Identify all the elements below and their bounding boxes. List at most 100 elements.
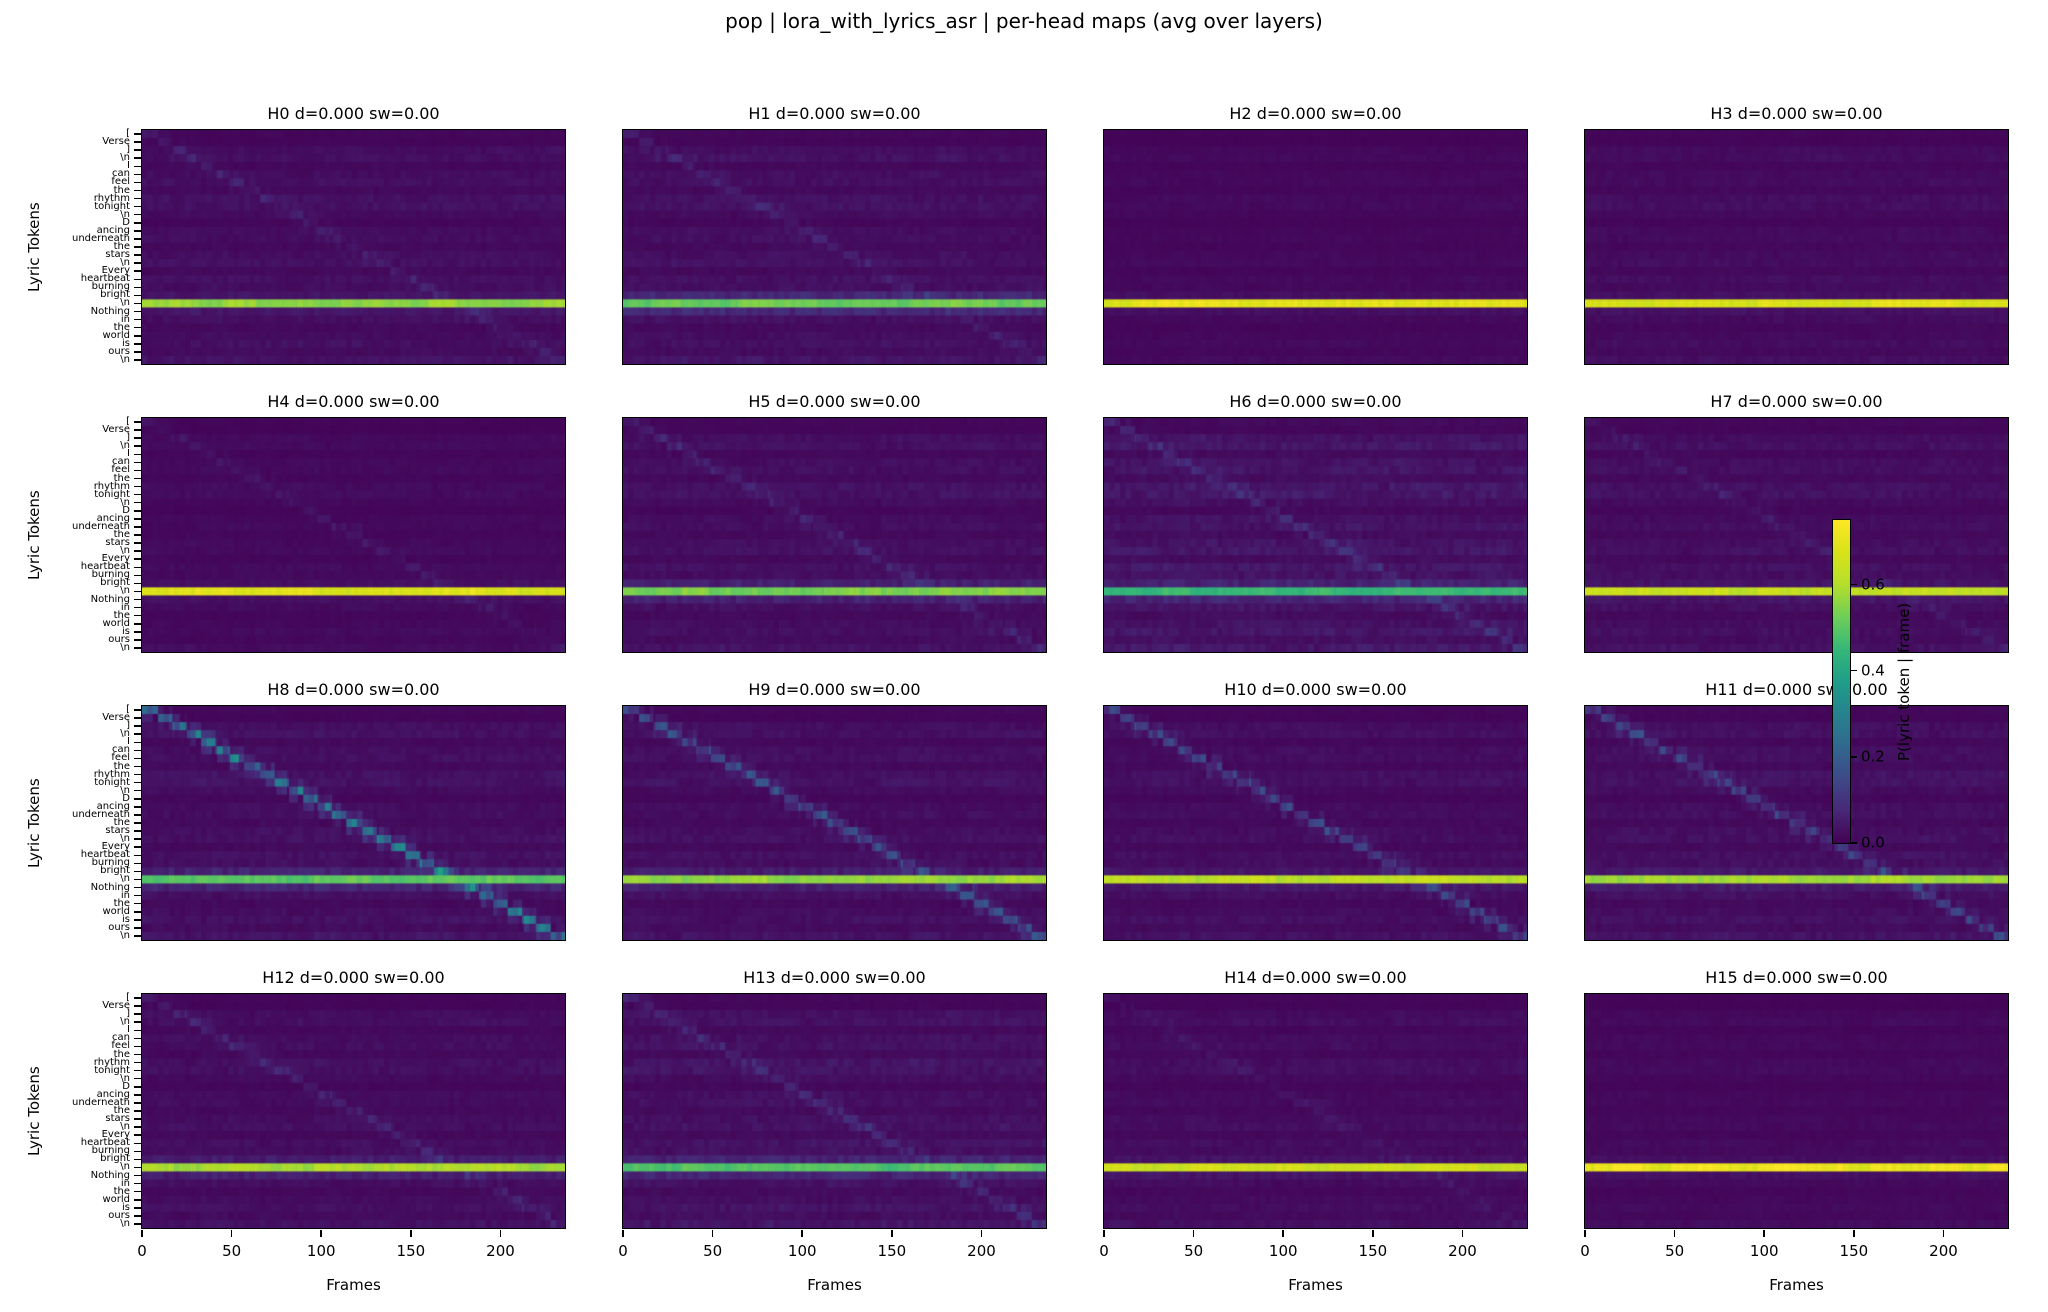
- ytick-label: underneath: [72, 232, 130, 244]
- ytick-mark: [134, 773, 141, 776]
- xtick-mark: [1673, 1230, 1676, 1237]
- ytick-mark: [134, 582, 141, 585]
- ytick-mark: [134, 534, 141, 536]
- ytick-mark: [134, 181, 141, 184]
- xtick-label: 0: [137, 1242, 147, 1260]
- ytick-label: \n: [120, 641, 130, 653]
- subplot-title-H7: H7 d=0.000 sw=0.00: [1710, 392, 1883, 411]
- ytick-label: in: [120, 1177, 130, 1189]
- ytick-mark: [134, 765, 141, 768]
- ytick-label: the: [113, 472, 130, 484]
- xtick-mark: [1372, 1230, 1374, 1237]
- ytick-mark: [134, 1126, 141, 1128]
- ytick-mark: [134, 709, 141, 711]
- ytick-label: [: [126, 128, 130, 140]
- ytick-mark: [134, 518, 141, 520]
- ytick-label: burning: [91, 1145, 130, 1157]
- ytick-mark: [134, 335, 141, 337]
- heatmap-plot-H12: [140, 992, 566, 1229]
- ytick-label: in: [120, 313, 130, 325]
- ytick-label: can: [112, 744, 130, 756]
- heatmap-canvas-H4: [141, 417, 565, 652]
- ytick-label: burning: [91, 281, 130, 293]
- ytick-mark: [134, 935, 141, 937]
- ytick-mark: [134, 574, 141, 577]
- xtick-mark: [980, 1230, 983, 1237]
- ytick-label: \n: [120, 208, 130, 220]
- ytick-mark: [134, 238, 141, 240]
- xtick-mark: [320, 1230, 322, 1237]
- heatmap-canvas-H2: [1103, 129, 1527, 364]
- ytick-label: [: [126, 416, 130, 428]
- xtick-mark: [1282, 1230, 1284, 1237]
- subplot-title-H10: H10 d=0.000 sw=0.00: [1224, 680, 1407, 699]
- ytick-label: heartbeat: [80, 273, 130, 285]
- ytick-mark: [134, 318, 141, 321]
- ytick-mark: [134, 639, 141, 641]
- xtick-mark: [891, 1230, 893, 1237]
- ytick-label: \n: [120, 1217, 130, 1229]
- ytick-label: burning: [91, 857, 130, 869]
- ytick-label: feel: [111, 176, 130, 188]
- xtick-mark: [230, 1230, 233, 1237]
- ytick-mark: [134, 1215, 141, 1217]
- x-axis-label-col1: Frames: [807, 1276, 862, 1294]
- colorbar-tick-mark: [1851, 756, 1857, 758]
- heatmap-canvas-H1: [622, 129, 1046, 364]
- ytick-mark: [134, 854, 141, 857]
- x-axis-label-col3: Frames: [1769, 1276, 1824, 1294]
- ytick-mark: [134, 1005, 141, 1007]
- ytick-mark: [134, 1207, 141, 1209]
- y-axis-label-row2: Lyric Tokens: [25, 778, 43, 868]
- ytick-label: the: [113, 321, 130, 333]
- ytick-label: \n: [120, 152, 130, 164]
- ytick-label: heartbeat: [80, 1137, 130, 1149]
- ytick-mark: [134, 1118, 141, 1120]
- ytick-label: world: [102, 329, 130, 341]
- heatmap-canvas-H3: [1584, 129, 2008, 364]
- ytick-mark: [134, 870, 141, 873]
- ytick-mark: [134, 725, 141, 727]
- xtick-label: 50: [222, 1242, 242, 1260]
- heatmap-canvas-H9: [622, 705, 1046, 940]
- ytick-mark: [134, 902, 141, 905]
- ytick-mark: [134, 141, 141, 143]
- ytick-mark: [134, 1142, 141, 1145]
- ytick-label: \n: [120, 833, 130, 845]
- xtick-mark: [801, 1230, 803, 1237]
- ytick-label: stars: [105, 1113, 130, 1125]
- ytick-mark: [134, 623, 141, 625]
- ytick-label: world: [102, 617, 130, 629]
- ytick-mark: [134, 510, 141, 512]
- ytick-mark: [134, 1094, 141, 1096]
- ytick-mark: [134, 1110, 141, 1112]
- heatmap-canvas-H5: [622, 417, 1046, 652]
- ytick-label: feel: [111, 752, 130, 764]
- ytick-mark: [134, 894, 141, 897]
- ytick-mark: [134, 310, 141, 313]
- ytick-mark: [134, 1182, 141, 1185]
- ytick-mark: [134, 886, 141, 889]
- ytick-label: the: [113, 609, 130, 621]
- ytick-mark: [134, 453, 141, 456]
- ytick-mark: [134, 326, 141, 329]
- ytick-mark: [134, 717, 141, 719]
- ytick-mark: [134, 173, 141, 176]
- xtick-mark: [711, 1230, 714, 1237]
- ytick-mark: [134, 830, 141, 832]
- xtick-label: 200: [486, 1242, 515, 1260]
- colorbar: [1831, 518, 1851, 844]
- colorbar-tick-mark: [1851, 842, 1857, 844]
- heatmap-plot-H5: [621, 416, 1047, 653]
- ytick-label: \n: [120, 1072, 130, 1084]
- ytick-mark: [134, 197, 141, 200]
- ytick-label: the: [113, 1185, 130, 1197]
- ytick-mark: [134, 814, 141, 816]
- ytick-label: Every: [101, 841, 130, 853]
- ytick-label: the: [113, 1105, 130, 1116]
- ytick-label: rhythm: [93, 480, 130, 492]
- ytick-mark: [134, 862, 141, 865]
- ytick-mark: [134, 757, 141, 760]
- ytick-label: \n: [120, 1121, 130, 1133]
- ytick-label: bright: [100, 577, 130, 589]
